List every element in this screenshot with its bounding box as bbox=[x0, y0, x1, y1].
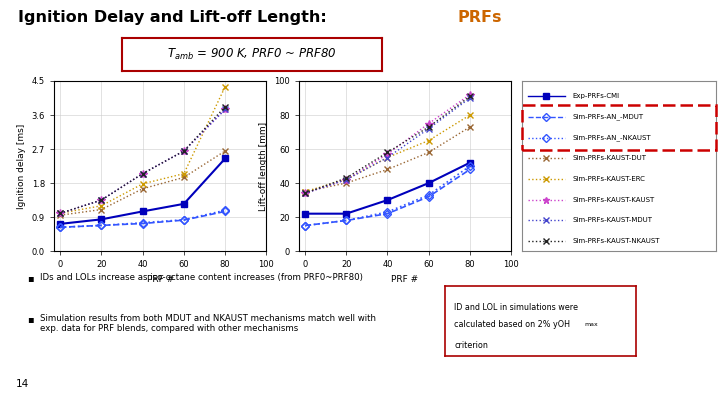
Text: PRFs: PRFs bbox=[458, 10, 503, 25]
Text: ID and LOL in simulations were: ID and LOL in simulations were bbox=[454, 303, 578, 312]
Text: Sim-PRFs-KAUST-KAUST: Sim-PRFs-KAUST-KAUST bbox=[572, 196, 654, 202]
Text: Sim-PRFs-KAUST-DUT: Sim-PRFs-KAUST-DUT bbox=[572, 155, 647, 161]
Y-axis label: Lift-off length [mm]: Lift-off length [mm] bbox=[259, 122, 269, 211]
Text: ▪: ▪ bbox=[27, 273, 34, 283]
Text: Simulation results from both MDUT and NKAUST mechanisms match well with
exp. dat: Simulation results from both MDUT and NK… bbox=[40, 314, 377, 333]
Text: ▪: ▪ bbox=[27, 314, 34, 324]
Text: Exp-PRFs-CMI: Exp-PRFs-CMI bbox=[572, 93, 620, 99]
Text: Sim-PRFs-KAUST-MDUT: Sim-PRFs-KAUST-MDUT bbox=[572, 217, 652, 223]
Y-axis label: Ignition delay [ms]: Ignition delay [ms] bbox=[17, 124, 26, 209]
Text: 14: 14 bbox=[16, 379, 29, 389]
Text: Sim-PRFs-AN_-NKAUST: Sim-PRFs-AN_-NKAUST bbox=[572, 134, 651, 141]
Text: Sim-PRFs-KAUST-NKAUST: Sim-PRFs-KAUST-NKAUST bbox=[572, 238, 660, 244]
Text: $T_{amb}$ = 900 K, PRF0 ~ PRF80: $T_{amb}$ = 900 K, PRF0 ~ PRF80 bbox=[167, 47, 337, 62]
Text: Sim-PRFs-KAUST-ERC: Sim-PRFs-KAUST-ERC bbox=[572, 176, 645, 182]
Text: max: max bbox=[584, 322, 598, 327]
X-axis label: PRF #: PRF # bbox=[392, 275, 418, 284]
Text: calculated based on 2% yOH: calculated based on 2% yOH bbox=[454, 320, 570, 328]
Text: IDs and LOLs increase as iso-octane content increases (from PRF0~PRF80): IDs and LOLs increase as iso-octane cont… bbox=[40, 273, 363, 282]
Text: Sim-PRFs-AN_-MDUT: Sim-PRFs-AN_-MDUT bbox=[572, 113, 644, 120]
X-axis label: PRF #: PRF # bbox=[147, 275, 174, 284]
Text: criterion: criterion bbox=[454, 341, 488, 350]
Text: Ignition Delay and Lift-off Length:: Ignition Delay and Lift-off Length: bbox=[18, 10, 333, 25]
